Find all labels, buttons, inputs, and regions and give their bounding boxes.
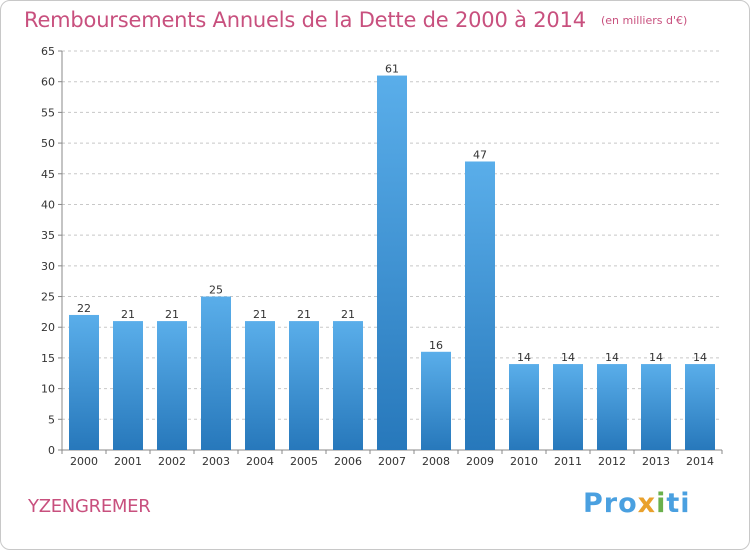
x-tick-label-2008: 2008 — [422, 455, 450, 468]
bar-2000 — [69, 314, 99, 450]
data-label-2005: 21 — [297, 308, 311, 321]
y-tick-label: 45 — [41, 168, 55, 181]
commune-name: YZENGREMER — [28, 496, 151, 517]
x-tick-label-2007: 2007 — [378, 455, 406, 468]
bar-2010 — [509, 364, 539, 450]
data-label-2012: 14 — [605, 351, 619, 364]
x-tick-label-2001: 2001 — [114, 455, 142, 468]
axes: 0 5 10 15 20 25 30 35 40 45 50 55 60 65 2000 2001 2002 20… — [41, 45, 723, 468]
x-tick-label-2003: 2003 — [202, 455, 230, 468]
x-tick-label-2005: 2005 — [290, 455, 318, 468]
bar-2005 — [289, 321, 319, 450]
x-tick-label-2013: 2013 — [642, 455, 670, 468]
y-tick-label: 10 — [41, 383, 55, 396]
y-tick-label: 55 — [41, 106, 55, 119]
data-label-2000: 22 — [77, 302, 91, 315]
data-label-2003: 25 — [209, 284, 223, 297]
y-tick-label: 5 — [48, 413, 55, 426]
x-tick-label-2011: 2011 — [554, 455, 582, 468]
bar-2009 — [465, 161, 495, 450]
y-tick-label: 25 — [41, 291, 55, 304]
data-label-2006: 21 — [341, 308, 355, 321]
y-tick-label: 50 — [41, 137, 55, 150]
y-tick-label: 0 — [48, 444, 55, 457]
bar-2011 — [553, 364, 583, 450]
y-tick-label: 15 — [41, 352, 55, 365]
data-label-2007: 61 — [385, 63, 399, 76]
y-tick-label: 20 — [41, 321, 55, 334]
bar-2004 — [245, 321, 275, 450]
data-label-2002: 21 — [165, 308, 179, 321]
data-label-2001: 21 — [121, 308, 135, 321]
chart-unit-label: (en milliers d'€) — [601, 14, 688, 27]
bar-2013 — [641, 364, 671, 450]
logo-text: Proxiti — [583, 488, 691, 519]
y-tick-label: 60 — [41, 76, 55, 89]
data-label-2010: 14 — [517, 351, 531, 364]
bar-2003 — [201, 296, 231, 450]
chart-title: Remboursements Annuels de la Dette de 20… — [24, 8, 687, 32]
data-labels: 22 21 21 25 21 21 21 61 16 47 14 14 14 14 14 — [77, 63, 707, 365]
bars — [69, 75, 715, 451]
data-label-2014: 14 — [693, 351, 707, 364]
x-tick-label-2014: 2014 — [686, 455, 714, 468]
bar-2006 — [333, 321, 363, 450]
bar-2012 — [597, 364, 627, 450]
x-tick-label-2004: 2004 — [246, 455, 274, 468]
x-tick-label-2009: 2009 — [466, 455, 494, 468]
x-tick-label-2006: 2006 — [334, 455, 362, 468]
proxiti-logo[interactable]: Proxiti — [583, 488, 691, 519]
y-tick-label: 30 — [41, 260, 55, 273]
x-tick-label-2010: 2010 — [510, 455, 538, 468]
data-label-2009: 47 — [473, 148, 487, 161]
x-tick-label-2002: 2002 — [158, 455, 186, 468]
bar-2002 — [157, 321, 187, 450]
y-tick-label: 40 — [41, 198, 55, 211]
data-label-2008: 16 — [429, 339, 443, 352]
bar-2001 — [113, 321, 143, 450]
y-tick-label: 35 — [41, 229, 55, 242]
x-tick-label-2000: 2000 — [70, 455, 98, 468]
bar-2007 — [377, 75, 407, 451]
bar-2008 — [421, 351, 451, 450]
data-label-2011: 14 — [561, 351, 575, 364]
bar-2014 — [685, 364, 715, 450]
data-label-2013: 14 — [649, 351, 663, 364]
chart-title-text: Remboursements Annuels de la Dette de 20… — [24, 8, 586, 32]
data-label-2004: 21 — [253, 308, 267, 321]
y-tick-label: 65 — [41, 45, 55, 58]
x-tick-label-2012: 2012 — [598, 455, 626, 468]
